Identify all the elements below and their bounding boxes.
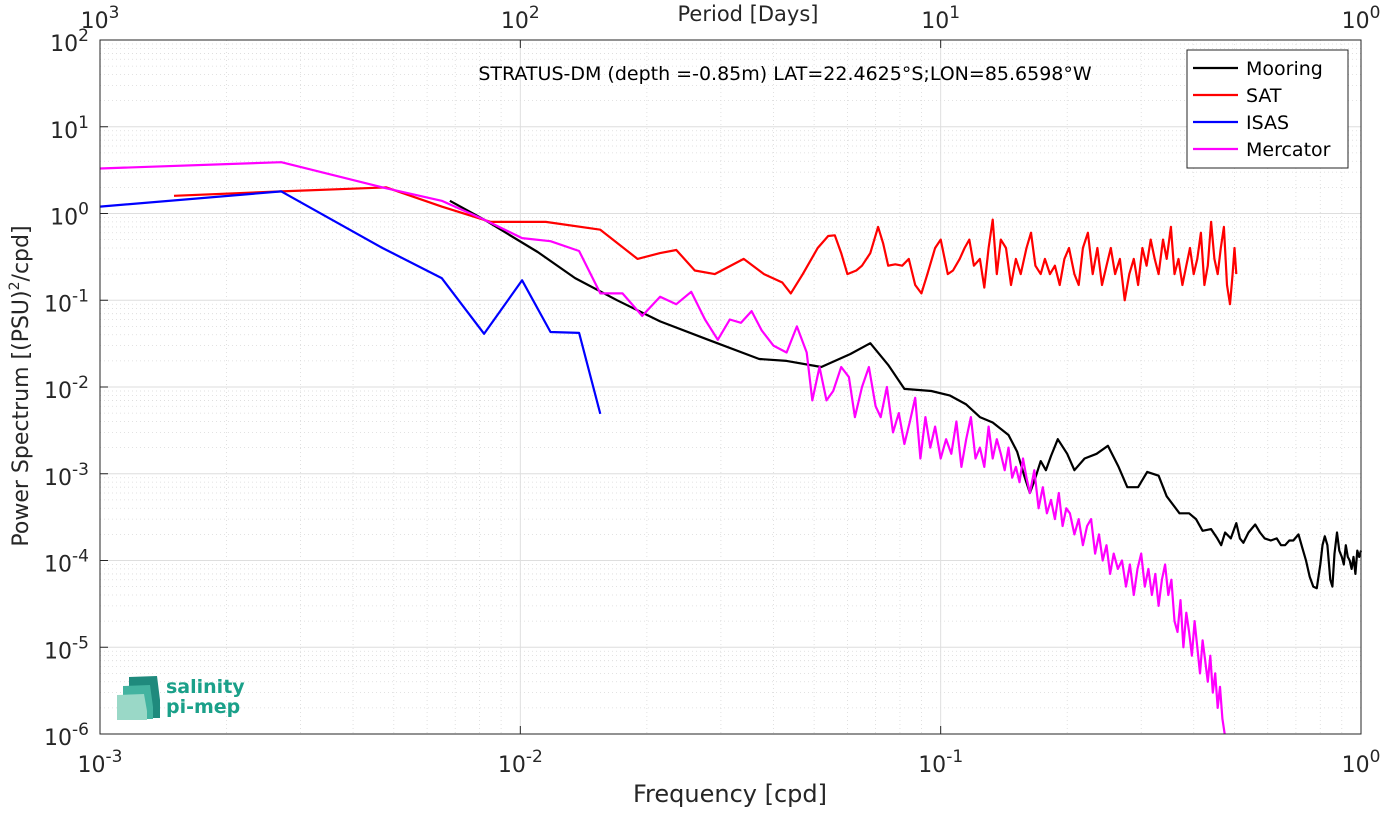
y-axis-label-main: Power Spectrum [(PSU) <box>9 290 34 546</box>
x-tick-label: 10-3 <box>78 747 123 778</box>
legend-label-isas: ISAS <box>1246 112 1289 134</box>
x-tick-label-exponent: 0 <box>1370 747 1381 767</box>
top-tick-label-base: 10 <box>501 9 529 34</box>
top-tick-label-exponent: 3 <box>109 3 120 23</box>
top-axis-label: Period [Days] <box>678 2 819 26</box>
y-tick-label-exponent: 1 <box>78 113 89 133</box>
salinity-pi-mep-logo: salinity pi-mep <box>117 676 245 720</box>
y-tick-label-base: 10 <box>50 206 78 231</box>
x-tick-label: 10-1 <box>918 747 963 778</box>
top-tick-label-base: 10 <box>921 9 949 34</box>
series-line-sat <box>173 186 1238 306</box>
x-tick-label-base: 10 <box>1342 753 1370 778</box>
y-tick-label: 10-4 <box>44 547 89 578</box>
series-line-mooring <box>449 199 1363 590</box>
top-tick-label: 103 <box>81 3 120 34</box>
y-tick-label: 10-3 <box>44 460 89 491</box>
y-tick-label-base: 10 <box>50 119 78 144</box>
logo-wave-front <box>117 694 147 720</box>
logo-text-salinity: salinity <box>166 676 245 698</box>
x-tick-label-exponent: -2 <box>526 747 543 767</box>
y-axis-label-tail: /cpd] <box>9 225 34 281</box>
y-tick-label-base: 10 <box>44 379 72 404</box>
y-tick-label-exponent: -6 <box>72 720 89 740</box>
series-lines <box>99 161 1363 735</box>
y-tick-label-base: 10 <box>44 726 72 751</box>
series-line-mercator <box>99 161 1226 735</box>
y-axis-label: Power Spectrum [(PSU)2/cpd] <box>7 225 34 546</box>
y-tick-label: 100 <box>50 200 89 231</box>
y-tick-label: 101 <box>50 113 89 144</box>
x-tick-label-base: 10 <box>918 753 946 778</box>
y-tick-label-exponent: -2 <box>72 373 89 393</box>
series-line-isas <box>99 190 602 415</box>
legend-label-mercator: Mercator <box>1246 139 1331 161</box>
y-tick-label-base: 10 <box>50 32 78 57</box>
top-tick-label: 100 <box>1342 3 1381 34</box>
top-tick-label: 102 <box>501 3 540 34</box>
x-tick-label: 100 <box>1342 747 1381 778</box>
logo-text-pi-mep: pi-mep <box>166 696 240 718</box>
top-tick-label: 101 <box>921 3 960 34</box>
y-tick-label-exponent: 2 <box>78 26 89 46</box>
y-tick-label-exponent: 0 <box>78 200 89 220</box>
top-tick-label-exponent: 2 <box>529 3 540 23</box>
y-tick-label-base: 10 <box>44 553 72 578</box>
y-tick-label: 10-6 <box>44 720 89 751</box>
chart-title: STRATUS-DM (depth =-0.85m) LAT=22.4625°S… <box>478 63 1092 85</box>
x-tick-label: 10-2 <box>498 747 543 778</box>
x-tick-label-exponent: -3 <box>106 747 123 767</box>
x-tick-label-base: 10 <box>498 753 526 778</box>
top-tick-label-exponent: 0 <box>1370 3 1381 23</box>
top-tick-label-exponent: 1 <box>949 3 960 23</box>
y-tick-label: 10-1 <box>44 286 89 317</box>
x-tick-label-base: 10 <box>78 753 106 778</box>
y-tick-label: 10-2 <box>44 373 89 404</box>
legend-label-mooring: Mooring <box>1246 58 1323 80</box>
legend-label-sat: SAT <box>1246 85 1282 107</box>
top-tick-label-base: 10 <box>1342 9 1370 34</box>
y-tick-label-base: 10 <box>44 292 72 317</box>
y-tick-label: 102 <box>50 26 89 57</box>
top-tick-label-base: 10 <box>81 9 109 34</box>
legend: Mooring SAT ISAS Mercator <box>1186 49 1349 169</box>
x-axis-label: Frequency [cpd] <box>633 780 827 808</box>
y-axis-label-exponent: 2 <box>7 281 23 290</box>
y-tick-label-base: 10 <box>44 639 72 664</box>
y-tick-label-exponent: -5 <box>72 633 89 653</box>
y-tick-label-exponent: -4 <box>72 547 89 567</box>
y-tick-label-base: 10 <box>44 466 72 491</box>
y-tick-label: 10-5 <box>44 633 89 664</box>
y-tick-label-exponent: -1 <box>72 286 89 306</box>
y-tick-label-exponent: -3 <box>72 460 89 480</box>
x-tick-label-exponent: -1 <box>946 747 963 767</box>
